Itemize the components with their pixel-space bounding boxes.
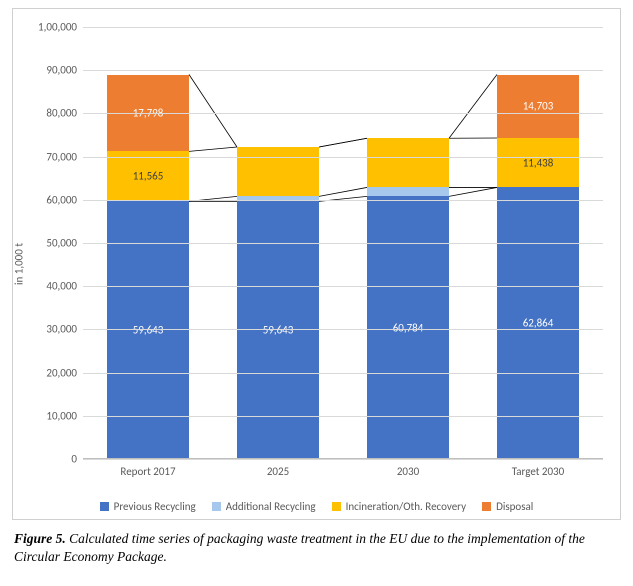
figure-container: in 1,000 t Report 201759,64311,56517,798… [0, 0, 633, 586]
legend-swatch-icon [332, 502, 341, 511]
legend-item: Additional Recycling [212, 500, 316, 513]
bar-segment [367, 138, 449, 187]
series-trend-line [449, 187, 497, 196]
bar-segment: 14,703 [497, 75, 579, 139]
chart-panel: in 1,000 t Report 201759,64311,56517,798… [12, 8, 621, 520]
bar-segment: 62,864 [497, 187, 579, 459]
x-category-label: 2025 [218, 465, 338, 478]
bar-segment: 11,565 [107, 151, 189, 201]
gridline [83, 157, 603, 158]
series-trend-line [189, 74, 237, 146]
series-trend-line [319, 187, 367, 196]
bar-segment: 2,080 [367, 187, 449, 196]
y-tick-label: 90,000 [46, 64, 77, 77]
y-tick-label: 60,000 [46, 193, 77, 206]
gridline [83, 70, 603, 71]
legend-swatch-icon [100, 502, 109, 511]
x-category-label: 2030 [348, 465, 468, 478]
legend-label: Previous Recycling [114, 500, 196, 513]
legend-label: Additional Recycling [226, 500, 316, 513]
series-trend-line [189, 147, 237, 151]
bar-value-label: 11,565 [133, 170, 164, 183]
bar-segment: 11,438 [497, 138, 579, 187]
legend-item: Disposal [482, 500, 533, 513]
y-tick-label: 20,000 [46, 366, 77, 379]
y-axis-label: in 1,000 t [13, 243, 26, 285]
legend-swatch-icon [212, 502, 221, 511]
y-tick-label: 0 [71, 453, 77, 466]
gridline [83, 200, 603, 201]
bar-group: Report 201759,64311,56517,798 [107, 75, 189, 459]
gridline [83, 113, 603, 114]
bar-value-label: 14,703 [523, 100, 554, 113]
gridline [83, 416, 603, 417]
x-category-label: Report 2017 [88, 465, 208, 478]
bar-group: 202559,6431,141 [237, 147, 319, 459]
legend-item: Previous Recycling [100, 500, 196, 513]
gridline [83, 459, 603, 460]
caption-figure-label: Figure 5. [14, 531, 66, 546]
bar-segment: 60,784 [367, 196, 449, 459]
gridline [83, 243, 603, 244]
gridline [83, 286, 603, 287]
bar-group: 203060,7842,080 [367, 138, 449, 459]
chart-legend: Previous Recycling Additional Recycling In… [13, 500, 620, 513]
series-trend-line [319, 138, 367, 147]
bar-value-label: 60,784 [393, 321, 424, 334]
legend-label: Incineration/Oth. Recovery [346, 500, 467, 513]
plot-area: Report 201759,64311,56517,798 202559,6431… [83, 27, 603, 459]
y-tick-label: 10,000 [46, 409, 77, 422]
legend-swatch-icon [482, 502, 491, 511]
figure-caption: Figure 5. Calculated time series of pack… [0, 520, 633, 566]
bar-segment [237, 147, 319, 196]
caption-text: Calculated time series of packaging wast… [14, 531, 585, 564]
y-tick-label: 50,000 [46, 237, 77, 250]
bar-group: Target 203062,86411,43814,703 [497, 75, 579, 459]
series-trend-line [319, 138, 367, 147]
legend-item: Incineration/Oth. Recovery [332, 500, 467, 513]
y-tick-label: 1,00,000 [38, 21, 77, 34]
y-tick-label: 80,000 [46, 107, 77, 120]
y-tick-label: 70,000 [46, 150, 77, 163]
gridline [83, 373, 603, 374]
y-tick-label: 30,000 [46, 323, 77, 336]
y-tick-label: 40,000 [46, 280, 77, 293]
x-category-label: Target 2030 [478, 465, 598, 478]
series-trend-line [449, 74, 497, 138]
gridline [83, 329, 603, 330]
legend-label: Disposal [496, 500, 533, 513]
gridline [83, 27, 603, 28]
bar-value-label: 11,438 [523, 156, 554, 169]
bar-value-label: 62,864 [523, 317, 554, 330]
